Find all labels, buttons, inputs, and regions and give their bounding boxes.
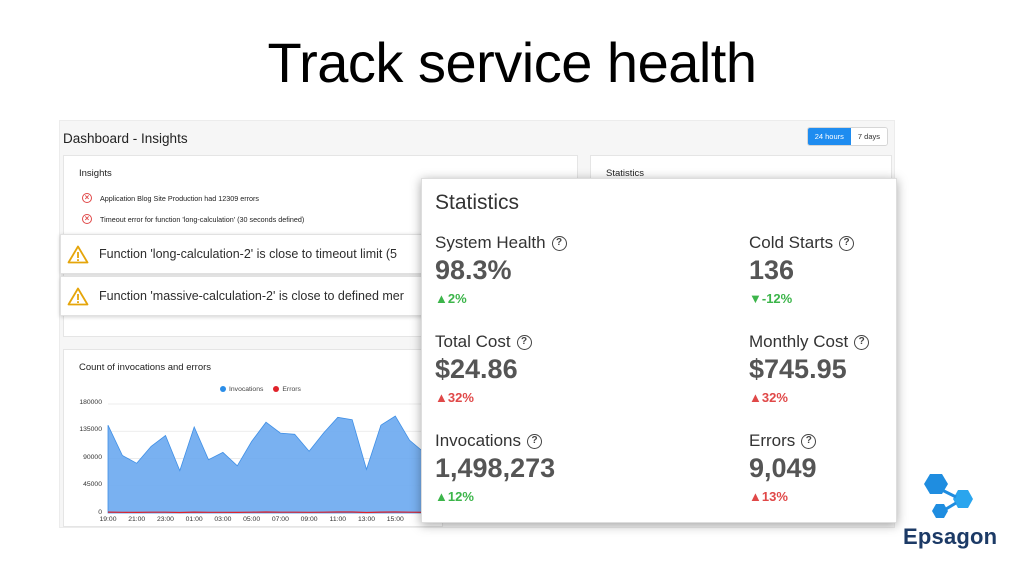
warning-text: Function 'long-calculation-2' is close t… — [99, 247, 397, 261]
help-icon[interactable]: ? — [801, 433, 817, 449]
insight-error-row[interactable]: × Timeout error for function 'long-calcu… — [82, 214, 304, 224]
metric-invocations: Invocations? 1,498,273 ▲12% — [435, 431, 555, 504]
invocations-chart-panel: Count of invocations and errors Invocati… — [63, 349, 443, 527]
statistics-card-title: Statistics — [435, 191, 520, 214]
metric-label: Monthly Cost — [749, 332, 849, 351]
dashboard-title: Dashboard - Insights — [63, 131, 188, 146]
help-icon[interactable]: ? — [854, 334, 870, 350]
series-errors-line — [107, 511, 425, 514]
range-24-hours-button[interactable]: 24 hours — [807, 128, 851, 145]
x-tick-label: 11:00 — [329, 516, 347, 523]
metric-errors: Errors? 9,049 ▲13% — [749, 431, 817, 504]
metric-change: ▼-12% — [749, 291, 793, 306]
chart-title: Count of invocations and errors — [79, 362, 212, 373]
metric-value: 1,498,273 — [435, 453, 556, 483]
x-tick-label: 13:00 — [358, 516, 376, 523]
metric-label: Cold Starts — [749, 233, 834, 252]
insight-error-text: Timeout error for function 'long-calcula… — [100, 214, 305, 224]
metric-value: $745.95 — [749, 354, 847, 384]
chart-legend: Invocations Errors — [220, 386, 301, 393]
insight-error-text: Application Blog Site Production had 123… — [100, 193, 260, 203]
legend-item-errors[interactable]: Errors — [273, 386, 301, 393]
x-tick-label: 05:00 — [243, 516, 261, 523]
warning-icon — [67, 287, 89, 305]
statistics-heading: Statistics — [606, 168, 645, 179]
time-range-toggle: 24 hours 7 days — [806, 127, 888, 146]
warning-insight-row[interactable]: Function 'massive-calculation-2' is clos… — [60, 276, 426, 316]
metric-label: Invocations — [435, 431, 521, 450]
metric-change: ▲13% — [749, 489, 788, 504]
help-icon[interactable]: ? — [839, 235, 855, 251]
x-tick-label: 15:00 — [386, 516, 404, 523]
metric-cold-starts: Cold Starts? 136 ▼-12% — [749, 233, 855, 306]
metric-change: ▲2% — [435, 291, 467, 306]
help-icon[interactable]: ? — [527, 433, 542, 449]
metric-label: Total Cost — [435, 332, 511, 351]
metric-change: ▲32% — [749, 390, 788, 405]
y-tick-label: 0 — [98, 509, 102, 516]
y-tick-label: 45000 — [83, 481, 102, 488]
legend-dot — [273, 386, 280, 392]
metric-value: 98.3% — [435, 255, 512, 285]
legend-dot — [220, 386, 226, 392]
x-tick-label: 23:00 — [156, 516, 174, 523]
slide-title: Track service health — [267, 31, 758, 94]
legend-label: Invocations — [229, 386, 264, 393]
x-tick-label: 09:00 — [300, 516, 318, 523]
y-tick-label: 180000 — [79, 399, 102, 406]
y-tick-label: 90000 — [83, 454, 102, 461]
range-7-days-button[interactable]: 7 days — [850, 128, 887, 145]
help-icon[interactable]: ? — [551, 235, 567, 251]
invocations-chart — [107, 403, 425, 514]
insight-error-row[interactable]: × Application Blog Site Production had 1… — [82, 193, 259, 203]
warning-icon — [67, 245, 89, 263]
metric-change: ▲12% — [435, 489, 474, 504]
help-icon[interactable]: ? — [516, 334, 532, 350]
brand-name: Epsagon — [903, 524, 998, 549]
insights-heading: Insights — [79, 168, 112, 179]
metric-label: System Health — [435, 233, 546, 252]
y-tick-label: 135000 — [79, 426, 102, 433]
metric-value: $24.86 — [435, 354, 518, 384]
metric-label: Errors — [749, 431, 796, 450]
epsagon-logo-icon — [924, 474, 973, 518]
metric-change: ▲32% — [435, 390, 474, 405]
metric-system-health: System Health? 98.3% ▲2% — [435, 233, 567, 306]
legend-item-invocations[interactable]: Invocations — [220, 386, 263, 393]
x-tick-label: 03:00 — [214, 516, 232, 523]
x-tick-label: 07:00 — [271, 516, 289, 523]
metric-value: 136 — [749, 255, 795, 285]
warning-insight-row[interactable]: Function 'long-calculation-2' is close t… — [60, 234, 426, 274]
x-tick-label: 01:00 — [185, 516, 203, 523]
x-tick-label: 19:00 — [99, 516, 117, 523]
metric-value: 9,049 — [749, 453, 817, 483]
warning-text: Function 'massive-calculation-2' is clos… — [99, 289, 404, 303]
metric-total-cost: Total Cost? $24.86 ▲32% — [435, 332, 532, 405]
series-invocations-area — [107, 415, 425, 514]
legend-label: Errors — [282, 386, 301, 393]
statistics-card: Statistics System Health? 98.3% ▲2% Cold… — [421, 178, 897, 523]
error-icon: × — [82, 193, 92, 203]
x-tick-label: 21:00 — [128, 516, 146, 523]
error-icon: × — [82, 214, 92, 224]
metric-monthly-cost: Monthly Cost? $745.95 ▲32% — [749, 332, 870, 405]
